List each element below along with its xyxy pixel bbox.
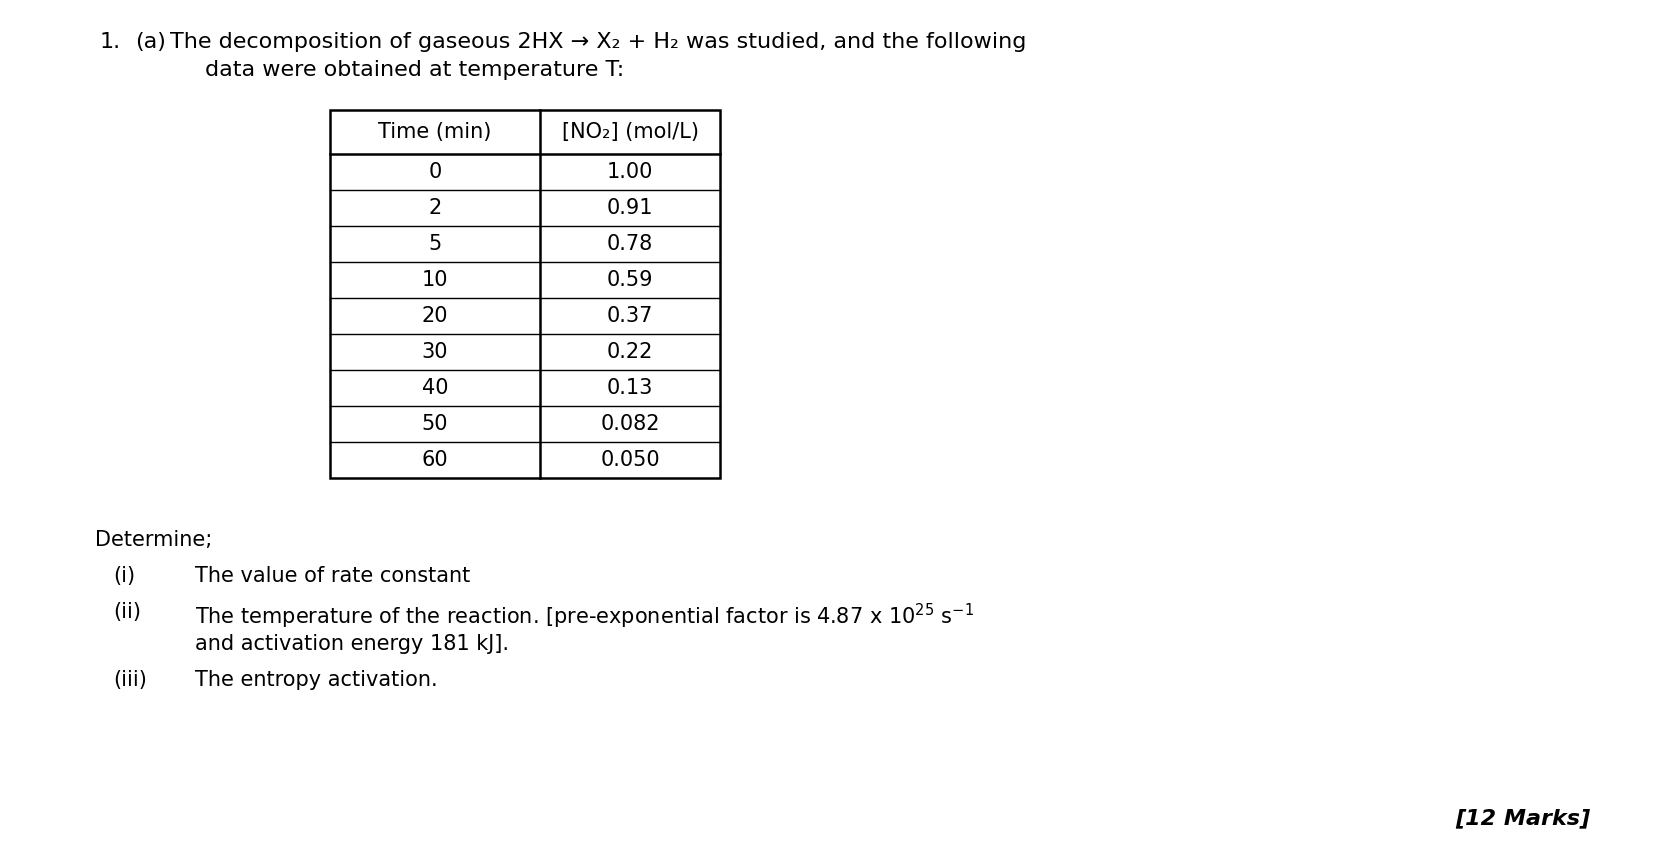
Text: 1.: 1. [99,32,121,52]
Text: 20: 20 [422,306,448,326]
Text: and activation energy 181 kJ].: and activation energy 181 kJ]. [195,634,509,654]
Text: 5: 5 [428,234,442,254]
Text: The entropy activation.: The entropy activation. [195,670,438,690]
Text: [NO₂] (mol/L): [NO₂] (mol/L) [561,122,698,142]
Text: 0.050: 0.050 [600,450,660,470]
Text: Time (min): Time (min) [379,122,491,142]
Text: (ii): (ii) [112,602,141,622]
Text: 40: 40 [422,378,448,398]
Text: 0.91: 0.91 [607,198,653,218]
Text: (a): (a) [136,32,165,52]
Text: The decomposition of gaseous 2HX → X₂ + H₂ was studied, and the following: The decomposition of gaseous 2HX → X₂ + … [170,32,1027,52]
Text: 2: 2 [428,198,442,218]
Text: 30: 30 [422,342,448,362]
Text: 0: 0 [428,162,442,182]
Text: data were obtained at temperature T:: data were obtained at temperature T: [205,60,624,80]
Text: 0.78: 0.78 [607,234,653,254]
Text: [12 Marks]: [12 Marks] [1456,808,1589,828]
Text: 1.00: 1.00 [607,162,653,182]
Text: 50: 50 [422,414,448,434]
Text: 0.37: 0.37 [607,306,653,326]
Text: 0.13: 0.13 [607,378,653,398]
Text: 0.59: 0.59 [607,270,653,290]
Text: (iii): (iii) [112,670,147,690]
Text: 60: 60 [422,450,448,470]
Text: 0.082: 0.082 [600,414,660,434]
Text: (i): (i) [112,566,136,586]
Text: The value of rate constant: The value of rate constant [195,566,470,586]
Text: Determine;: Determine; [94,530,212,550]
Text: 0.22: 0.22 [607,342,653,362]
Text: The temperature of the reaction. [pre-exponential factor is 4.87 x 10$^{25}$ s$^: The temperature of the reaction. [pre-ex… [195,602,974,631]
Bar [331,110,719,478]
Text: 10: 10 [422,270,448,290]
